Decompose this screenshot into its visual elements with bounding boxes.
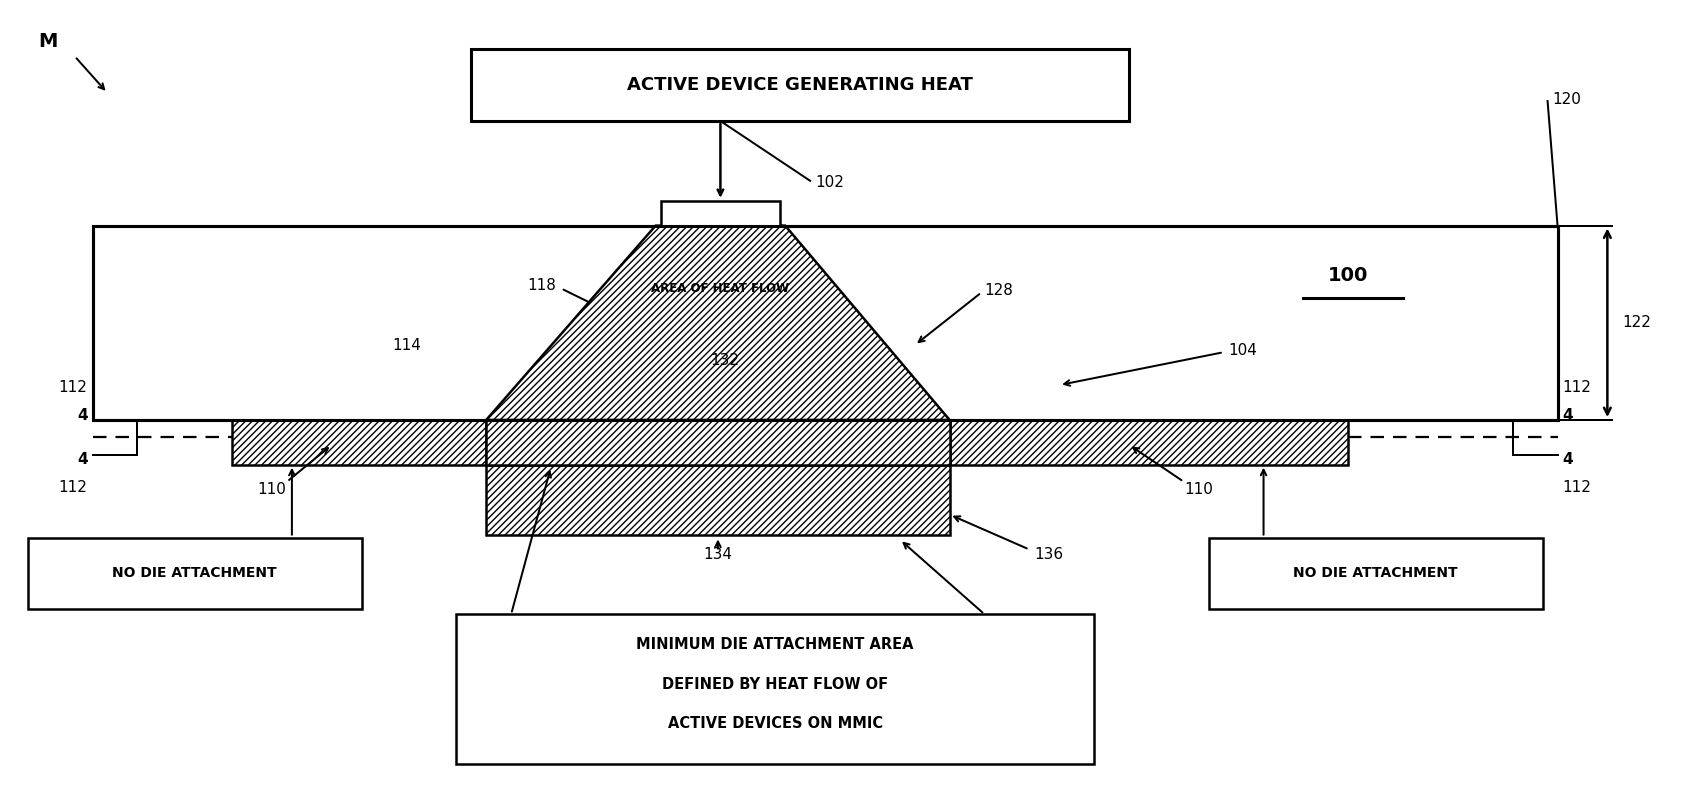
Text: 112: 112	[59, 480, 88, 495]
Text: NO DIE ATTACHMENT: NO DIE ATTACHMENT	[113, 566, 278, 581]
Text: 4: 4	[1563, 408, 1573, 423]
Text: 106: 106	[985, 629, 1014, 645]
Text: 136: 136	[1034, 547, 1064, 562]
Text: 118: 118	[527, 278, 556, 293]
Text: NO DIE ATTACHMENT: NO DIE ATTACHMENT	[1293, 566, 1458, 581]
Bar	[232, 420, 487, 465]
Bar	[93, 226, 1558, 420]
Text: MINIMUM DIE ATTACHMENT AREA: MINIMUM DIE ATTACHMENT AREA	[637, 637, 914, 652]
Bar	[93, 226, 1558, 420]
Text: 132: 132	[711, 352, 739, 368]
Text: 4: 4	[77, 408, 88, 423]
Bar	[1209, 538, 1543, 609]
Bar	[456, 614, 1095, 764]
Text: M: M	[39, 32, 57, 51]
Bar	[487, 420, 950, 465]
Bar	[472, 49, 1128, 121]
Text: 100: 100	[1329, 266, 1369, 285]
Text: 104: 104	[1229, 343, 1258, 358]
Text: ACTIVE DEVICES ON MMIC: ACTIVE DEVICES ON MMIC	[667, 716, 882, 731]
Text: 102: 102	[815, 175, 844, 190]
Text: 112: 112	[1563, 380, 1591, 395]
Text: 128: 128	[985, 283, 1014, 298]
Text: 134: 134	[704, 547, 733, 562]
Bar	[950, 420, 1349, 465]
Text: DEFINED BY HEAT FLOW OF: DEFINED BY HEAT FLOW OF	[662, 676, 887, 692]
Text: 120: 120	[1553, 92, 1581, 107]
Text: 4: 4	[77, 452, 88, 467]
Text: 114: 114	[392, 338, 421, 352]
Text: 4: 4	[1563, 452, 1573, 467]
Text: 108: 108	[482, 629, 512, 645]
Text: 112: 112	[1563, 480, 1591, 495]
Text: ACTIVE DEVICE GENERATING HEAT: ACTIVE DEVICE GENERATING HEAT	[626, 76, 973, 94]
Text: 110: 110	[258, 482, 286, 497]
Polygon shape	[487, 226, 950, 420]
Text: 122: 122	[1622, 315, 1652, 330]
Text: AREA OF HEAT FLOW: AREA OF HEAT FLOW	[652, 282, 790, 295]
Bar	[660, 201, 780, 226]
Text: 110: 110	[1184, 482, 1212, 497]
Bar	[487, 465, 950, 535]
Text: 112: 112	[59, 380, 88, 395]
Bar	[29, 538, 362, 609]
